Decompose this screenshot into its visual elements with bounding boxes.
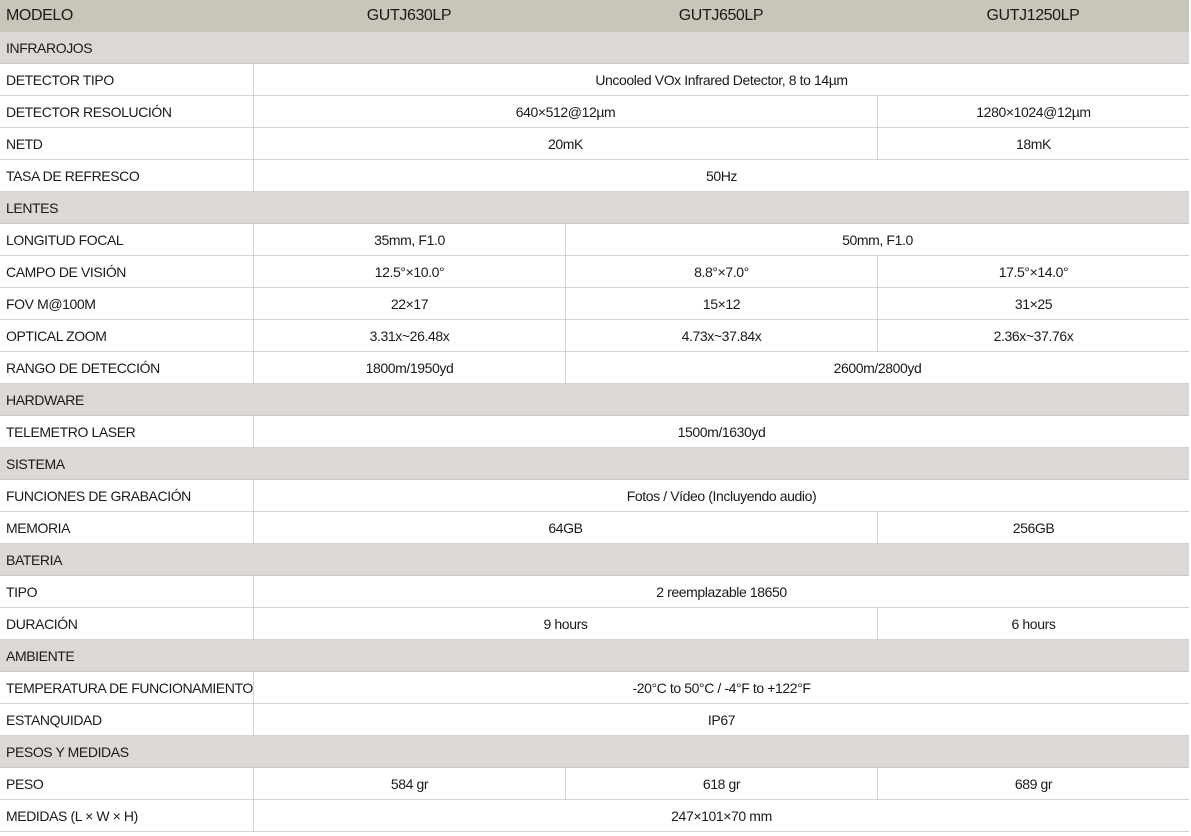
section-header: HARDWARE	[0, 384, 1189, 416]
section-header: AMBIENTE	[0, 640, 1189, 672]
row-value: 6 hours	[877, 608, 1189, 640]
row-value: 256GB	[877, 512, 1189, 544]
row-label: NETD	[0, 128, 253, 160]
row-value: 12.5°×10.0°	[253, 256, 565, 288]
section-header: INFRAROJOS	[0, 32, 1189, 64]
row-label: LONGITUD FOCAL	[0, 224, 253, 256]
row-value: 9 hours	[253, 608, 877, 640]
row-label: TELEMETRO LASER	[0, 416, 253, 448]
row-value: Fotos / Vídeo (Incluyendo audio)	[253, 480, 1189, 512]
row-label: CAMPO DE VISIÓN	[0, 256, 253, 288]
row-label: DURACIÓN	[0, 608, 253, 640]
section-header: LENTES	[0, 192, 1189, 224]
row-value: 15×12	[565, 288, 877, 320]
row-label: RANGO DE DETECCIÓN	[0, 352, 253, 384]
row-value: 17.5°×14.0°	[877, 256, 1189, 288]
row-value: 18mK	[877, 128, 1189, 160]
row-value: 2 reemplazable 18650	[253, 576, 1189, 608]
row-value: 689 gr	[877, 768, 1189, 800]
row-label: DETECTOR TIPO	[0, 64, 253, 96]
row-value: 2600m/2800yd	[565, 352, 1189, 384]
row-value: IP67	[253, 704, 1189, 736]
section-header: BATERIA	[0, 544, 1189, 576]
section-header: PESOS Y MEDIDAS	[0, 736, 1189, 768]
row-label: PESO	[0, 768, 253, 800]
section-header: SISTEMA	[0, 448, 1189, 480]
row-value: 35mm, F1.0	[253, 224, 565, 256]
row-value: 640×512@12µm	[253, 96, 877, 128]
row-label: MEMORIA	[0, 512, 253, 544]
row-value: 1800m/1950yd	[253, 352, 565, 384]
header-model-2: GUTJ650LP	[565, 0, 877, 32]
row-label: FUNCIONES DE GRABACIÓN	[0, 480, 253, 512]
header-model-1: GUTJ630LP	[253, 0, 565, 32]
row-value: 31×25	[877, 288, 1189, 320]
row-label: DETECTOR RESOLUCIÓN	[0, 96, 253, 128]
row-label: OPTICAL ZOOM	[0, 320, 253, 352]
row-value: 247×101×70 mm	[253, 800, 1189, 832]
header-label: MODELO	[0, 0, 253, 32]
row-label: TEMPERATURA DE FUNCIONAMIENTO	[0, 672, 253, 704]
row-value: 2.36x~37.76x	[877, 320, 1189, 352]
row-value: 20mK	[253, 128, 877, 160]
header-model-3: GUTJ1250LP	[877, 0, 1189, 32]
row-value: 64GB	[253, 512, 877, 544]
row-value: 22×17	[253, 288, 565, 320]
row-label: ESTANQUIDAD	[0, 704, 253, 736]
row-value: 3.31x~26.48x	[253, 320, 565, 352]
row-label: FOV M@100M	[0, 288, 253, 320]
row-value: 618 gr	[565, 768, 877, 800]
row-value: 1280×1024@12µm	[877, 96, 1189, 128]
row-value: 50mm, F1.0	[565, 224, 1189, 256]
row-value: -20°C to 50°C / -4°F to +122°F	[253, 672, 1189, 704]
row-value: 8.8°×7.0°	[565, 256, 877, 288]
row-value: Uncooled VOx Infrared Detector, 8 to 14µ…	[253, 64, 1189, 96]
row-value: 1500m/1630yd	[253, 416, 1189, 448]
row-value: 584 gr	[253, 768, 565, 800]
row-label: TIPO	[0, 576, 253, 608]
row-label: TASA DE REFRESCO	[0, 160, 253, 192]
row-label: MEDIDAS (L × W × H)	[0, 800, 253, 832]
row-value: 4.73x~37.84x	[565, 320, 877, 352]
row-value: 50Hz	[253, 160, 1189, 192]
